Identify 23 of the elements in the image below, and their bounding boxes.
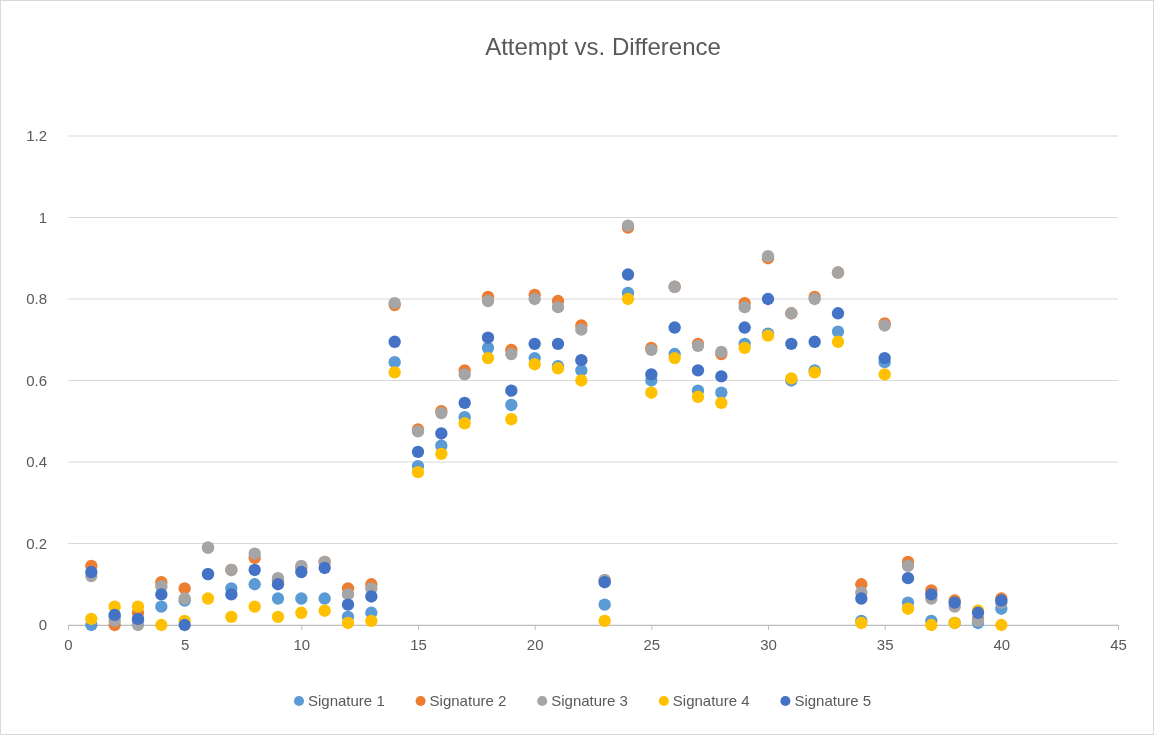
y-tick-label: 0 [38,616,47,634]
y-tick-label: 0.2 [26,534,47,552]
legend-label: Signature 3 [551,692,628,709]
x-tick-label: 10 [293,635,311,653]
legend-label: Signature 5 [794,692,872,709]
x-tick-label: 25 [643,635,661,653]
x-tick-label: 30 [760,635,777,653]
y-tick-label: 0.8 [26,290,47,308]
y-tick-label: 0.6 [26,371,47,389]
y-tick-label: 1 [38,208,47,226]
legend-label: Signature 2 [429,692,507,709]
x-tick-label: 15 [410,635,427,653]
chart-title: Attempt vs. Difference [485,33,721,60]
x-tick-label: 0 [64,635,73,653]
x-tick-label: 45 [1110,635,1127,653]
x-tick-label: 40 [993,635,1011,653]
y-tick-label: 0.4 [26,453,47,471]
y-tick-label: 1.2 [26,127,47,145]
x-tick-label: 35 [876,635,894,653]
legend-label: Signature 1 [308,692,385,709]
legend-label: Signature 4 [672,692,750,709]
x-tick-label: 5 [180,635,190,653]
x-tick-label: 20 [526,635,544,653]
